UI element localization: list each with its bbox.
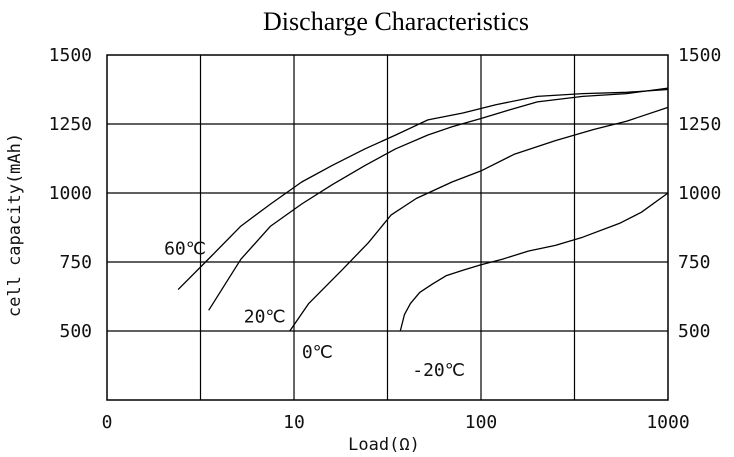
x-axis-label: Load(Ω) [348,435,420,455]
series-line-2 [208,87,669,311]
y-tick-label-left: 1250 [49,114,92,135]
y-tick-label-left: 500 [59,321,92,342]
y-tick-label-left: 1500 [49,45,92,66]
chart-title: Discharge Characteristics [263,7,529,36]
y-tick-label-left: 750 [59,252,92,273]
y-tick-labels: 500 500 750 750 1000 1000 1250 1250 1500 1500 [49,45,722,342]
series-label-4: -20℃ [412,360,465,381]
series-labels: 60℃ 20℃ 0℃ -20℃ [164,239,465,381]
y-tick-label-left: 1000 [49,183,92,204]
series-label-3: 0℃ [302,342,333,363]
x-tick-label: 1000 [646,412,689,433]
y-tick-label-right: 750 [678,252,711,273]
y-axis-label: cell capacity(mAh) [5,133,25,317]
chart-grid [106,54,669,401]
x-tick-labels: 0 10 100 1000 [102,412,690,433]
series-line-1 [177,88,669,291]
chart-series [177,87,669,332]
x-tick-label: 10 [283,412,305,433]
x-tick-label: 0 [102,412,113,433]
y-tick-label-right: 1000 [678,183,721,204]
y-tick-label-right: 1500 [678,45,721,66]
y-tick-label-right: 500 [678,321,711,342]
x-tick-label: 100 [465,412,498,433]
series-line-3 [289,106,669,332]
series-label-1: 60℃ [164,239,206,260]
series-line-4 [399,192,669,332]
series-label-2: 20℃ [244,306,286,327]
y-tick-label-right: 1250 [678,114,721,135]
